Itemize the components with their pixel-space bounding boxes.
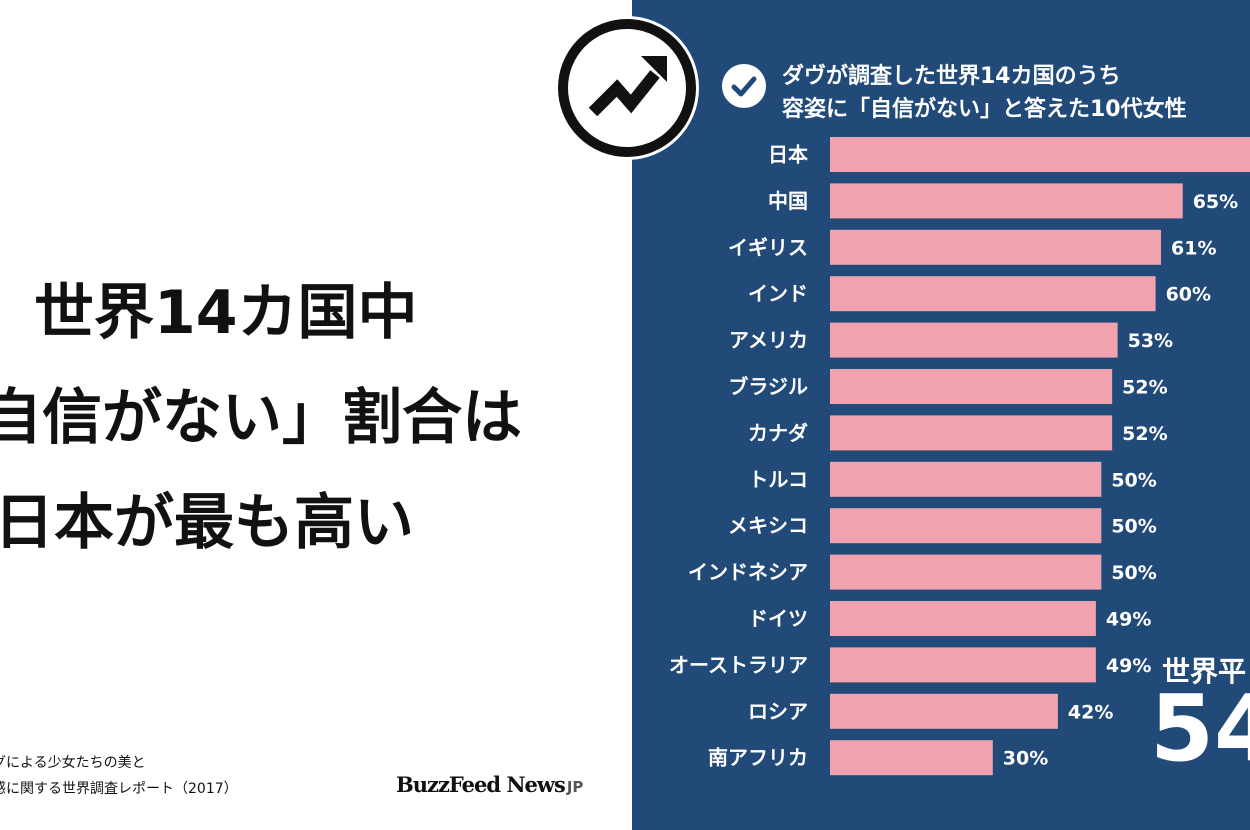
bar-13 xyxy=(830,740,993,776)
value-label-8: 50% xyxy=(1111,516,1156,538)
category-label-7: トルコ xyxy=(748,467,808,491)
trending-badge xyxy=(555,16,699,160)
logo-main-text: BuzzFeed News xyxy=(396,772,566,797)
category-label-2: イギリス xyxy=(728,235,808,259)
value-label-7: 50% xyxy=(1111,469,1156,491)
value-label-5: 52% xyxy=(1122,377,1167,399)
category-label-0: 日本 xyxy=(768,143,808,167)
logo-suffix: JP xyxy=(566,778,584,796)
category-label-10: ドイツ xyxy=(748,607,808,631)
checkmark-badge xyxy=(722,64,766,108)
buzzfeed-news-logo: BuzzFeed News JP xyxy=(396,772,583,797)
value-label-12: 42% xyxy=(1068,701,1113,723)
trending-arrow-icon xyxy=(558,19,696,157)
value-label-11: 49% xyxy=(1106,655,1151,677)
bar-5 xyxy=(830,369,1113,404)
bar-7 xyxy=(830,461,1102,497)
category-label-5: ブラジル xyxy=(728,375,808,399)
bar-4 xyxy=(830,322,1118,358)
category-label-8: メキシコ xyxy=(728,514,808,538)
average-label: 世界平 xyxy=(1162,655,1247,688)
bar-6 xyxy=(830,415,1113,451)
value-label-6: 52% xyxy=(1122,423,1167,445)
value-label-2: 61% xyxy=(1171,237,1216,259)
headline-line-2: 自信がない」割合は xyxy=(0,383,522,453)
bar-0 xyxy=(830,137,1250,172)
left-panel: 世界14カ国中 自信がない」割合は 日本が最も高い グによる少女たちの美と 感に… xyxy=(0,278,584,797)
bar-12 xyxy=(830,693,1058,729)
category-label-12: ロシア xyxy=(748,699,808,723)
chart-header-line-2: 容姿に「自信がない」と答えた10代女性 xyxy=(782,97,1187,122)
category-label-13: 南アフリカ xyxy=(708,746,808,770)
value-label-13: 30% xyxy=(1003,748,1048,770)
category-label-9: インドネシア xyxy=(688,560,808,584)
bar-9 xyxy=(830,554,1102,590)
bar-1 xyxy=(830,183,1183,219)
category-label-11: オーストラリア xyxy=(669,653,808,677)
bar-8 xyxy=(830,508,1102,544)
category-label-6: カナダ xyxy=(748,421,808,445)
headline-line-1: 世界14カ国中 xyxy=(34,278,418,348)
category-label-4: アメリカ xyxy=(729,328,808,352)
value-label-10: 49% xyxy=(1106,609,1151,631)
value-label-4: 53% xyxy=(1128,330,1173,352)
check-icon xyxy=(731,76,757,97)
bar-3 xyxy=(830,276,1156,312)
average-value: 54 xyxy=(1150,675,1250,782)
value-label-3: 60% xyxy=(1166,284,1211,306)
category-label-3: インド xyxy=(748,282,808,306)
value-label-9: 50% xyxy=(1111,562,1156,584)
bar-11 xyxy=(830,647,1096,683)
headline-line-3: 日本が最も高い xyxy=(0,488,414,558)
value-label-1: 65% xyxy=(1193,191,1238,213)
bar-10 xyxy=(830,601,1096,636)
chart-header-line-1: ダヴが調査した世界14カ国のうち xyxy=(782,64,1121,89)
source-line-2: 感に関する世界調査レポート（2017） xyxy=(0,781,238,797)
category-label-1: 中国 xyxy=(768,189,808,213)
source-line-1: グによる少女たちの美と xyxy=(0,755,146,771)
bar-2 xyxy=(830,229,1162,265)
